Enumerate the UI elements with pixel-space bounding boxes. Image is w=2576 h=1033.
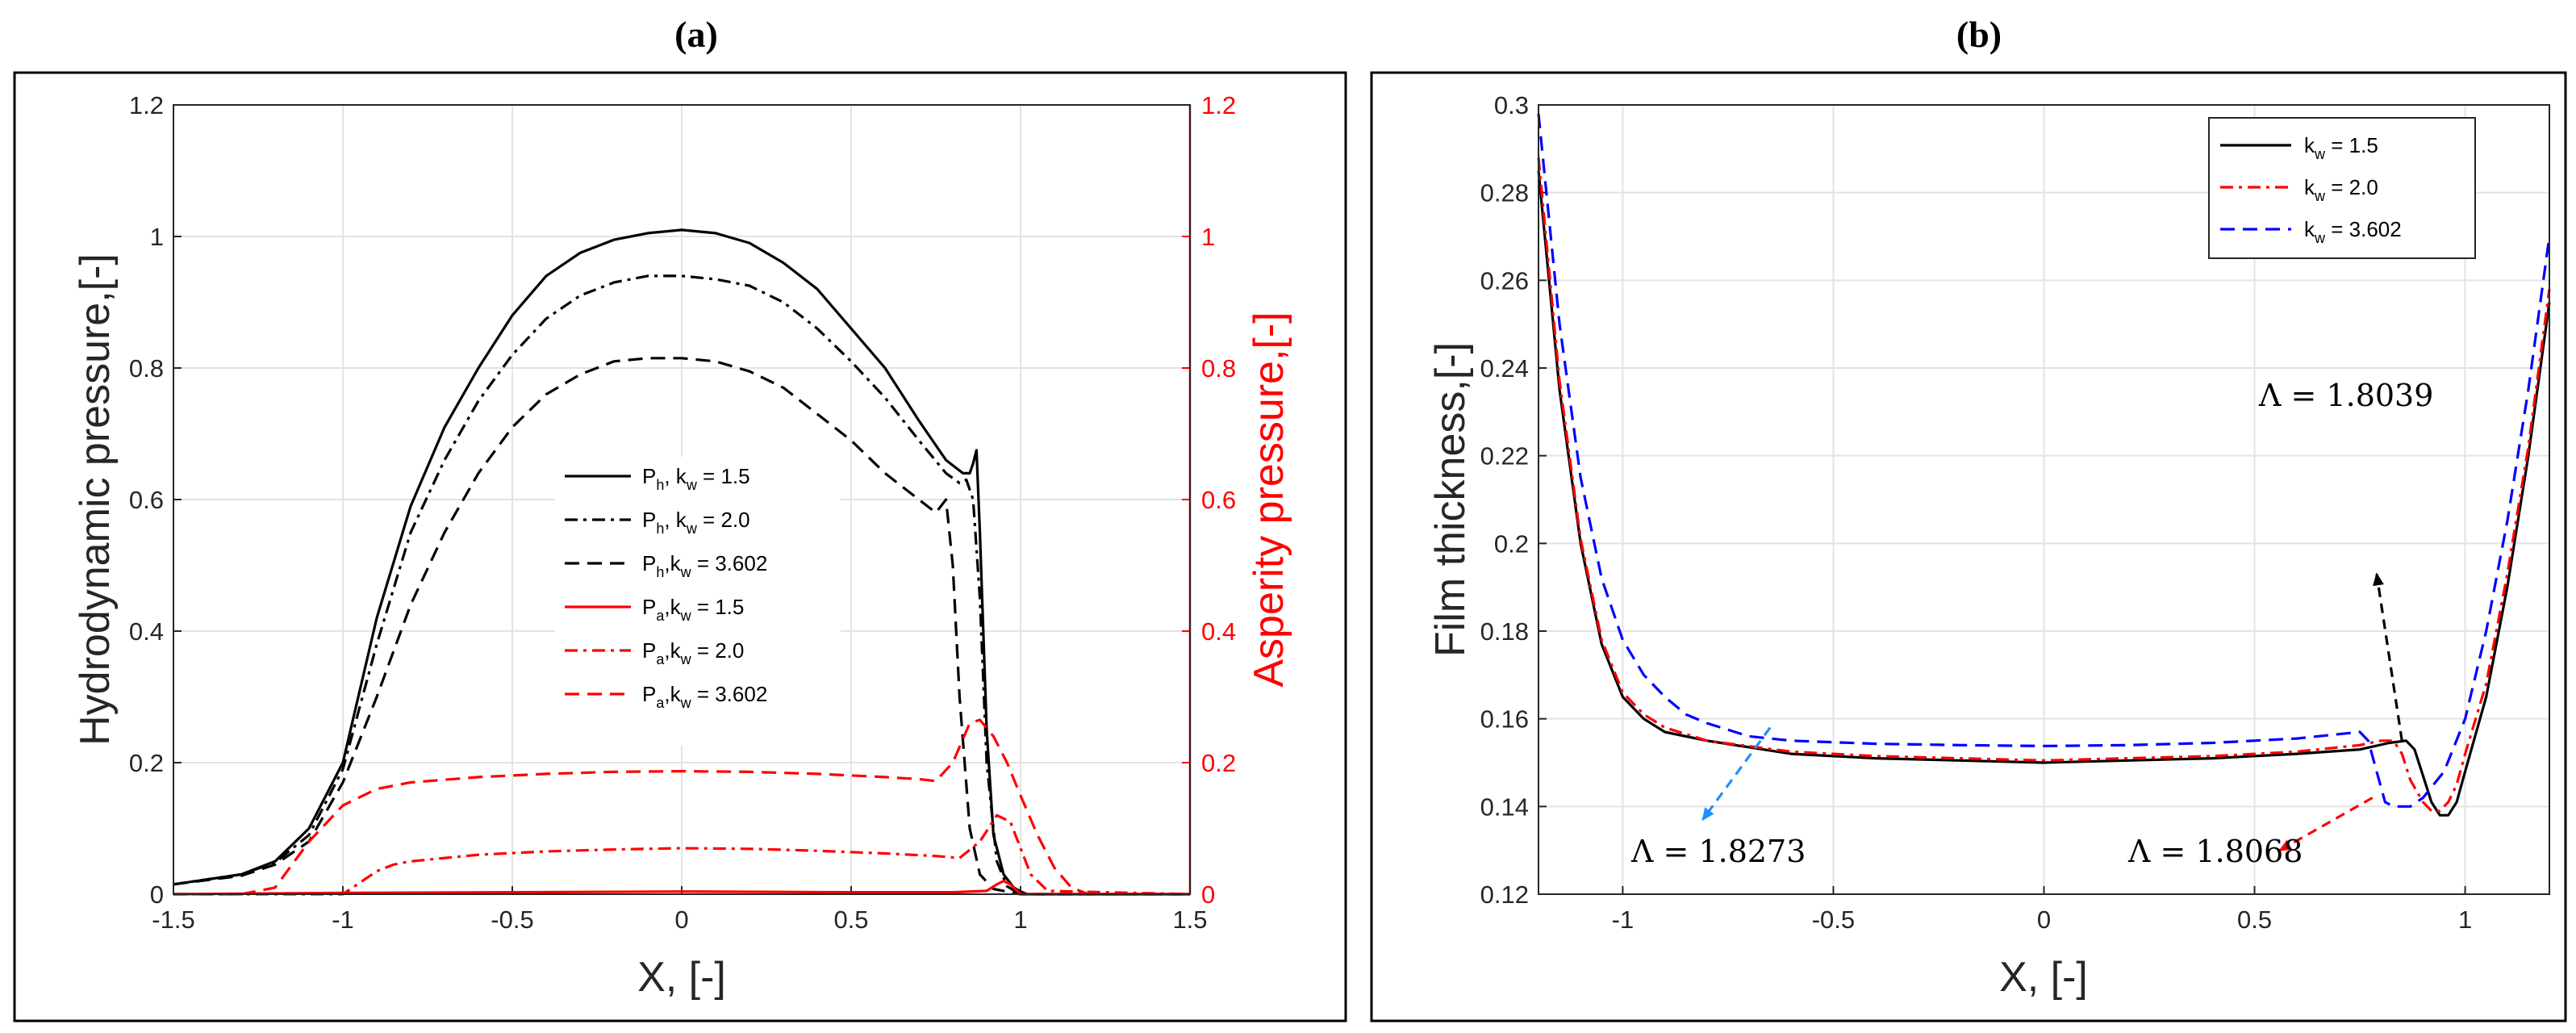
y-tick-label: 0.12 bbox=[1480, 880, 1529, 909]
annotation-arrow bbox=[2278, 797, 2374, 852]
x-tick-label: -1 bbox=[332, 905, 354, 934]
y-right-tick-label: 0.4 bbox=[1201, 617, 1236, 646]
plot-a-ylabel: Hydrodynamic pressure,[-] bbox=[72, 253, 119, 746]
panel-b-border bbox=[1370, 71, 2567, 1023]
annotation-arrow bbox=[1701, 726, 1772, 822]
legend-label: kw = 3.602 bbox=[2304, 217, 2402, 246]
x-tick-label: -0.5 bbox=[1812, 905, 1855, 934]
y-right-tick-label: 0 bbox=[1201, 880, 1215, 909]
y-tick-label: 1 bbox=[150, 223, 164, 251]
y-tick-label: 0.6 bbox=[129, 486, 164, 514]
series-line-2 bbox=[1537, 113, 2551, 808]
y-tick-label: 1.2 bbox=[129, 91, 164, 119]
panel-a-border bbox=[13, 71, 1347, 1023]
y-tick-label: 0.2 bbox=[129, 749, 164, 777]
y-right-tick-label: 0.8 bbox=[1201, 354, 1236, 383]
plot-b-annotations: Λ = 1.8039 Λ = 1.8273 Λ = 1.8068 bbox=[1630, 378, 2433, 869]
legend-label: Pa,kw = 2.0 bbox=[642, 638, 744, 667]
y-tick-label: 0.24 bbox=[1480, 354, 1529, 383]
plot-a-axes-box bbox=[173, 104, 1191, 895]
plot-b-axes-box bbox=[1538, 104, 2550, 895]
y-tick-label: 0.28 bbox=[1480, 179, 1529, 207]
y-tick-label: 0.18 bbox=[1480, 617, 1529, 646]
x-tick-label: 1.5 bbox=[1172, 905, 1207, 934]
x-tick-label: 0 bbox=[674, 905, 688, 934]
x-tick-label: -1 bbox=[1612, 905, 1635, 934]
series-line-3 bbox=[173, 880, 1190, 896]
y-tick-label: 0.3 bbox=[1494, 91, 1529, 119]
y-tick-label: 0.2 bbox=[1494, 529, 1529, 558]
annotation-label: Λ = 1.8068 bbox=[2127, 834, 2303, 869]
legend-label: Ph, kw = 1.5 bbox=[642, 464, 750, 493]
panel-a: (a) -1.5 -1 -0.5 0 0.5 1 1.500.20.40.60.811.20… bbox=[13, 14, 1347, 1023]
legend-label: Ph, kw = 2.0 bbox=[642, 508, 750, 537]
annotation-arrow bbox=[2373, 572, 2403, 742]
plot-a-legend: Ph, kw = 1.5 Ph, kw = 2.0 Ph,kw = 3.602 Pa,… bbox=[555, 457, 841, 746]
plot-b-xlabel: X, [-] bbox=[1999, 954, 2088, 1001]
legend-label: Ph,kw = 3.602 bbox=[642, 551, 767, 580]
plot-b: -1 -0.5 0 0.5 1 0.12 0.14 0.16 0.18 0.2 0.22 0.24 0.… bbox=[1480, 91, 2551, 934]
annotation-label: Λ = 1.8273 bbox=[1630, 834, 1806, 869]
series-line-1 bbox=[1537, 157, 2551, 813]
series-line-0 bbox=[1537, 170, 2551, 817]
y-right-tick-label: 1.2 bbox=[1201, 91, 1236, 119]
x-tick-label: -1.5 bbox=[152, 905, 194, 934]
series-line-2 bbox=[173, 357, 1190, 896]
y-right-tick-label: 1 bbox=[1201, 223, 1215, 251]
x-tick-label: -0.5 bbox=[491, 905, 533, 934]
plot-a-ylabel-right: Asperity pressure,[-] bbox=[1246, 312, 1292, 687]
x-tick-label: 1 bbox=[1013, 905, 1027, 934]
y-tick-label: 0.8 bbox=[129, 354, 164, 383]
plot-a-xlabel: X, [-] bbox=[637, 954, 726, 1001]
y-tick-label: 0.4 bbox=[129, 617, 164, 646]
x-tick-label: 0 bbox=[2037, 905, 2051, 934]
x-tick-label: 1 bbox=[2458, 905, 2472, 934]
legend-label: kw = 2.0 bbox=[2304, 175, 2378, 204]
series-line-4 bbox=[173, 813, 1191, 896]
y-right-tick-label: 0.2 bbox=[1201, 749, 1236, 777]
annotation-label: Λ = 1.8039 bbox=[2258, 378, 2433, 413]
y-tick-label: 0.26 bbox=[1480, 266, 1529, 295]
y-tick-label: 0.16 bbox=[1480, 705, 1529, 734]
plot-b-legend: kw = 1.5 kw = 2.0 kw = 3.602 bbox=[2208, 117, 2476, 259]
y-tick-label: 0 bbox=[150, 880, 164, 909]
legend-label: kw = 1.5 bbox=[2304, 133, 2378, 162]
plot-a-legend-box bbox=[555, 457, 841, 746]
y-tick-label: 0.22 bbox=[1480, 442, 1529, 470]
y-tick-label: 0.14 bbox=[1480, 793, 1529, 821]
series-line-5 bbox=[173, 718, 1190, 896]
series-line-0 bbox=[173, 228, 1190, 896]
panel-a-title: (a) bbox=[674, 14, 718, 55]
x-tick-label: 0.5 bbox=[833, 905, 868, 934]
panel-b: (b) -1 -0.5 0 0.5 1 0.12 0.14 0.16 0.18 0.2 0.22 0.… bbox=[1370, 14, 2567, 1023]
x-tick-label: 0.5 bbox=[2237, 905, 2272, 934]
y-right-tick-label: 0.6 bbox=[1201, 486, 1236, 514]
legend-label: Pa,kw = 3.602 bbox=[642, 682, 767, 711]
plot-b-ylabel: Film thickness,[-] bbox=[1427, 342, 1474, 657]
legend-label: Pa,kw = 1.5 bbox=[642, 595, 744, 624]
panel-b-title: (b) bbox=[1956, 14, 2002, 55]
